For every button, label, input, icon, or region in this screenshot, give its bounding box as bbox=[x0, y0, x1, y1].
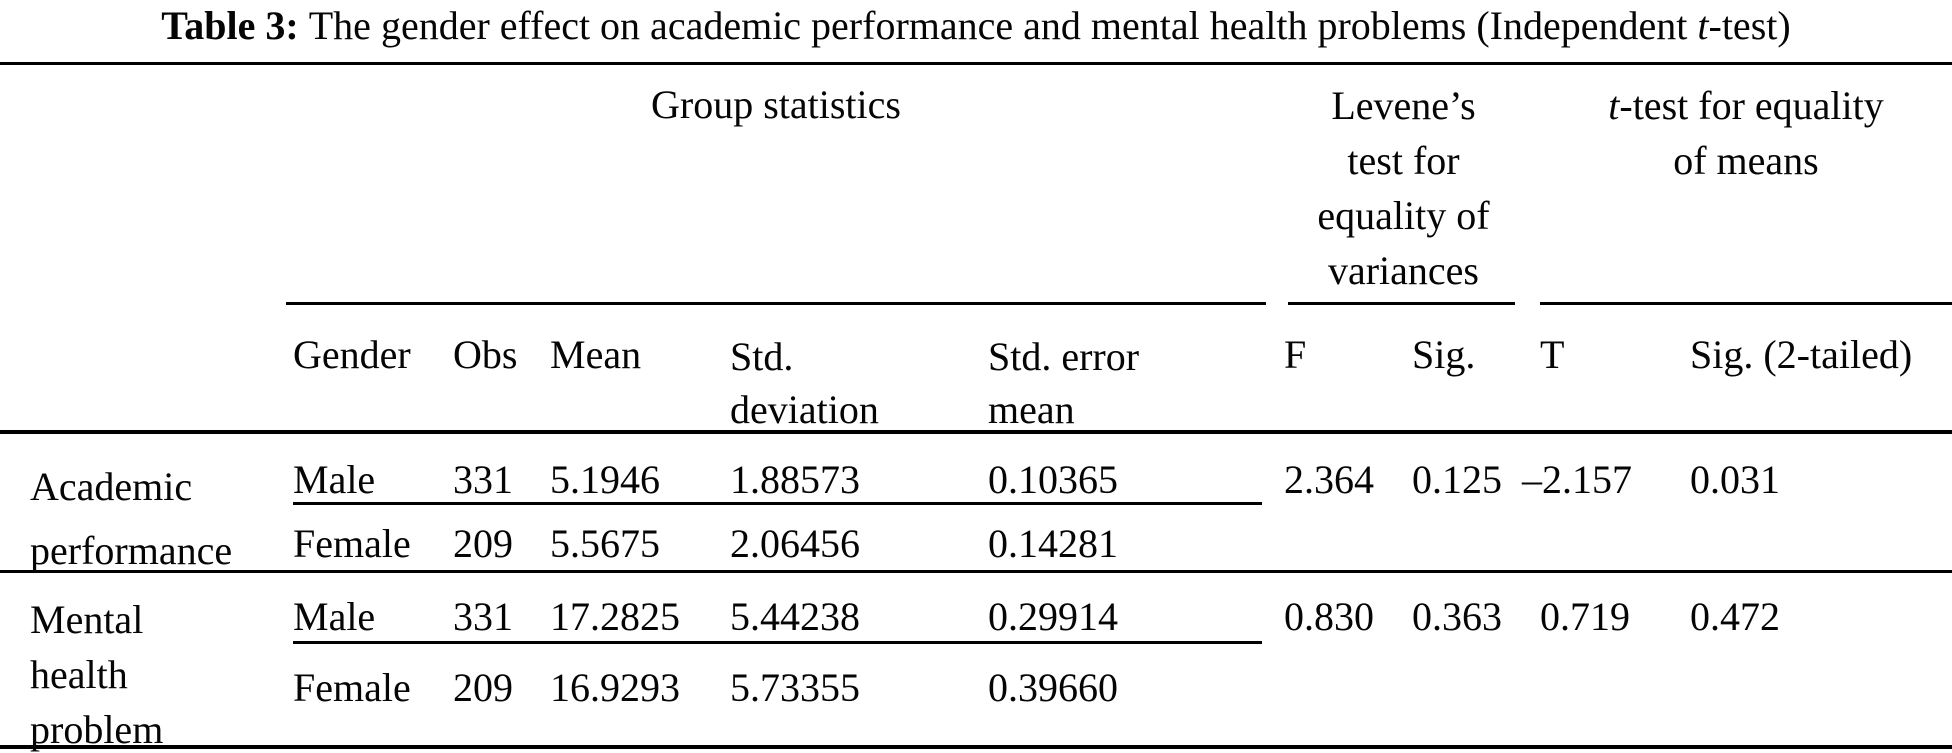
cell-mental-male-mean: 17.2825 bbox=[550, 594, 680, 639]
cell-mental-female-std-deviation: 5.73355 bbox=[730, 665, 860, 710]
cell-academic-female-gender: Female bbox=[293, 521, 411, 566]
column-header-sig-2-tailed: Sig. (2-tailed) bbox=[1690, 332, 1913, 377]
spanner-ttest-line-2: of means bbox=[1673, 138, 1819, 183]
block-divider-rule bbox=[0, 570, 1952, 573]
table-caption-text-end: -test) bbox=[1708, 3, 1791, 48]
table-caption: Table 3: The gender effect on academic pe… bbox=[0, 0, 1952, 52]
spanner-levene-test: Levene’s test for equality of variances bbox=[1296, 78, 1511, 298]
cell-academic-female-mean: 5.5675 bbox=[550, 521, 660, 566]
column-header-obs: Obs bbox=[453, 332, 518, 377]
top-rule bbox=[0, 62, 1952, 65]
row-label-mental-line-3: problem bbox=[30, 707, 164, 752]
column-header-sig: Sig. bbox=[1412, 332, 1476, 377]
cell-academic-female-obs: 209 bbox=[453, 521, 513, 566]
column-header-t: T bbox=[1540, 332, 1565, 377]
cell-mental-female-gender: Female bbox=[293, 665, 411, 710]
cell-mental-f: 0.830 bbox=[1284, 594, 1374, 639]
cell-mental-female-mean: 16.9293 bbox=[550, 665, 680, 710]
column-header-std-error-mean: Std. error mean bbox=[988, 330, 1139, 436]
column-header-std-deviation-line-2: deviation bbox=[730, 387, 879, 432]
spanner-levene-line-3: equality of bbox=[1317, 193, 1490, 238]
cell-mental-female-obs: 209 bbox=[453, 665, 513, 710]
cell-academic-female-std-error: 0.14281 bbox=[988, 521, 1118, 566]
bottom-rule bbox=[0, 745, 1952, 749]
cell-academic-male-gender: Male bbox=[293, 457, 376, 502]
cell-mental-t: 0.719 bbox=[1540, 594, 1630, 639]
table-caption-italic-t: t bbox=[1697, 3, 1709, 48]
cell-mental-male-std-error: 0.29914 bbox=[988, 594, 1118, 639]
table-caption-text: The gender effect on academic performanc… bbox=[308, 3, 1698, 48]
cell-academic-female-std-deviation: 2.06456 bbox=[730, 521, 860, 566]
cell-mental-female-std-error: 0.39660 bbox=[988, 665, 1118, 710]
cell-academic-male-std-error: 0.10365 bbox=[988, 457, 1118, 502]
cell-academic-male-obs: 331 bbox=[453, 457, 513, 502]
cell-mental-male-obs: 331 bbox=[453, 594, 513, 639]
column-header-gender: Gender bbox=[293, 332, 411, 377]
ttest-spanner-rule bbox=[1540, 302, 1952, 305]
column-header-std-deviation-line-1: Std. bbox=[730, 334, 794, 379]
column-header-std-error-mean-line-2: mean bbox=[988, 387, 1075, 432]
spanner-group-statistics: Group statistics bbox=[651, 82, 901, 127]
table-caption-number: Table 3: bbox=[161, 3, 299, 48]
column-header-std-deviation: Std. deviation bbox=[730, 330, 879, 436]
group-statistics-spanner-rule bbox=[286, 302, 1266, 305]
spanner-levene-line-1: Levene’s bbox=[1331, 83, 1476, 128]
row-label-mental-line-1: Mental bbox=[30, 597, 144, 642]
cell-mental-sig-2-tailed: 0.472 bbox=[1690, 594, 1780, 639]
mental-male-female-divider-rule bbox=[293, 641, 1262, 644]
cell-academic-sig: 0.125 bbox=[1412, 457, 1502, 502]
academic-male-female-divider-rule bbox=[293, 502, 1262, 505]
spanner-levene-line-4: variances bbox=[1327, 248, 1479, 293]
row-label-academic-performance: Academic performance bbox=[30, 455, 232, 583]
spanner-ttest: t-test for equality of means bbox=[1576, 78, 1916, 188]
column-header-std-error-mean-line-1: Std. error bbox=[988, 334, 1140, 379]
cell-academic-male-std-deviation: 1.88573 bbox=[730, 457, 860, 502]
cell-academic-male-mean: 5.1946 bbox=[550, 457, 660, 502]
spanner-ttest-line-1: t-test for equality bbox=[1576, 78, 1916, 133]
column-header-f: F bbox=[1284, 332, 1307, 377]
cell-academic-sig-2-tailed: 0.031 bbox=[1690, 457, 1780, 502]
header-rule bbox=[0, 430, 1952, 434]
column-header-mean: Mean bbox=[550, 332, 642, 377]
spanner-ttest-line-1-rest: -test for equality bbox=[1619, 83, 1884, 128]
row-label-academic-line-1: Academic bbox=[30, 464, 193, 509]
cell-mental-sig: 0.363 bbox=[1412, 594, 1502, 639]
row-label-academic-line-2: performance bbox=[30, 528, 233, 573]
levene-spanner-rule bbox=[1288, 302, 1515, 305]
cell-academic-f: 2.364 bbox=[1284, 457, 1374, 502]
cell-academic-t: –2.157 bbox=[1522, 457, 1632, 502]
row-label-mental-line-2: health bbox=[30, 652, 128, 697]
spanner-levene-line-2: test for bbox=[1347, 138, 1460, 183]
row-label-mental-health-problem: Mental health problem bbox=[30, 592, 163, 753]
spanner-ttest-italic-t: t bbox=[1608, 83, 1620, 128]
cell-mental-male-gender: Male bbox=[293, 594, 376, 639]
cell-mental-male-std-deviation: 5.44238 bbox=[730, 594, 860, 639]
